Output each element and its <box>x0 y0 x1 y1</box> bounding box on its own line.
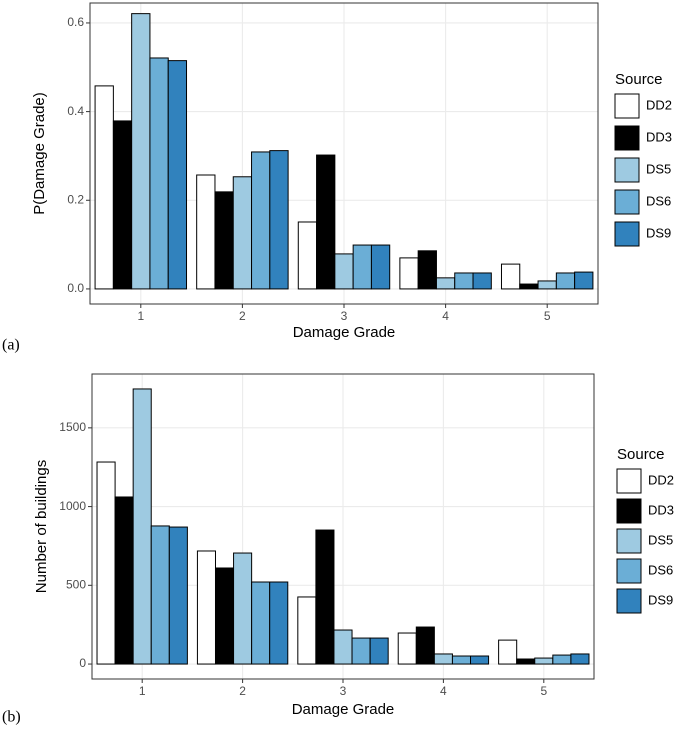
bar <box>399 257 419 290</box>
y-axis-title: P(Damage Grade) <box>31 92 48 215</box>
legend-title: Source <box>615 71 663 88</box>
panel-label: (b) <box>2 709 21 726</box>
bar <box>334 253 354 290</box>
bar <box>96 461 116 665</box>
y-axis-title: Number of buildings <box>33 460 50 593</box>
y-tick-label: 0 <box>79 656 86 670</box>
bar <box>316 154 336 290</box>
x-tick-label: 4 <box>442 309 449 323</box>
bar <box>232 176 253 290</box>
bar <box>297 221 318 290</box>
bar <box>297 596 317 665</box>
x-tick-label: 4 <box>440 684 447 698</box>
bar <box>451 655 472 665</box>
bar <box>369 637 389 665</box>
bar <box>472 272 492 290</box>
legend-label: DS5 <box>648 532 673 547</box>
x-tick-label: 2 <box>239 309 246 323</box>
bar <box>574 271 594 290</box>
bar <box>534 657 554 665</box>
x-axis-title: Damage Grade <box>293 324 396 341</box>
bar <box>150 525 170 665</box>
bar <box>516 658 536 665</box>
legend-label: DD2 <box>648 472 674 487</box>
bar <box>333 629 353 665</box>
legend-key <box>616 498 642 524</box>
bar <box>370 244 391 290</box>
bar <box>352 244 372 290</box>
legend-key <box>614 93 640 119</box>
y-tick-label: 0.0 <box>67 281 84 295</box>
y-tick-label: 500 <box>66 577 86 591</box>
legend-label: DD3 <box>648 502 674 517</box>
legend-label: DD2 <box>646 97 672 112</box>
bar <box>454 272 474 290</box>
legend-key <box>616 558 642 584</box>
x-tick-label: 5 <box>544 309 551 323</box>
bar <box>149 57 169 290</box>
x-tick-label: 1 <box>137 309 144 323</box>
y-tick-label: 0.2 <box>67 192 84 206</box>
bar <box>251 581 271 665</box>
bar <box>315 529 335 665</box>
y-tick-label: 0.6 <box>67 15 84 29</box>
legend-label: DS9 <box>648 592 673 607</box>
y-tick-label: 0.4 <box>67 104 84 118</box>
bar <box>433 653 453 665</box>
panel-label: (a) <box>2 337 20 354</box>
legend-key <box>614 221 640 247</box>
bar <box>519 283 539 290</box>
legend-label: DS9 <box>646 225 671 240</box>
bar <box>500 263 521 290</box>
bar <box>214 191 234 290</box>
bar <box>498 639 518 665</box>
bar <box>168 526 188 665</box>
legend-key <box>616 468 642 494</box>
legend-label: DS5 <box>646 161 671 176</box>
bar <box>415 626 435 665</box>
x-tick-label: 2 <box>239 684 246 698</box>
bar <box>537 280 557 290</box>
legend-key <box>614 157 640 183</box>
bar <box>470 655 490 665</box>
x-tick-label: 5 <box>540 684 547 698</box>
y-tick-label: 1000 <box>59 499 86 513</box>
bar <box>269 581 289 665</box>
bar <box>112 120 133 290</box>
x-tick-label: 3 <box>341 309 348 323</box>
legend-key <box>614 189 640 215</box>
bar <box>269 150 289 290</box>
legend-title: Source <box>617 446 665 463</box>
legend-key <box>616 528 642 554</box>
bar <box>555 272 576 290</box>
bar <box>435 277 456 290</box>
bar <box>351 637 371 665</box>
x-tick-label: 1 <box>139 684 146 698</box>
bar <box>570 653 590 665</box>
legend-key <box>616 588 642 614</box>
bar <box>233 552 253 665</box>
bar <box>132 388 152 665</box>
bar <box>196 550 216 665</box>
bar <box>131 13 151 290</box>
bar <box>196 174 216 290</box>
bar <box>552 654 572 665</box>
bar <box>114 496 134 665</box>
bar <box>251 151 271 290</box>
legend-label: DS6 <box>646 193 671 208</box>
legend-label: DD3 <box>646 129 672 144</box>
legend-label: DS6 <box>648 562 673 577</box>
legend-key <box>614 125 640 151</box>
bar <box>397 632 417 665</box>
bar <box>214 567 235 665</box>
x-axis-title: Damage Grade <box>292 701 395 718</box>
x-tick-label: 3 <box>340 684 347 698</box>
bar <box>417 250 437 290</box>
bar <box>167 60 188 290</box>
bar <box>94 85 114 290</box>
y-tick-label: 1500 <box>59 420 86 434</box>
